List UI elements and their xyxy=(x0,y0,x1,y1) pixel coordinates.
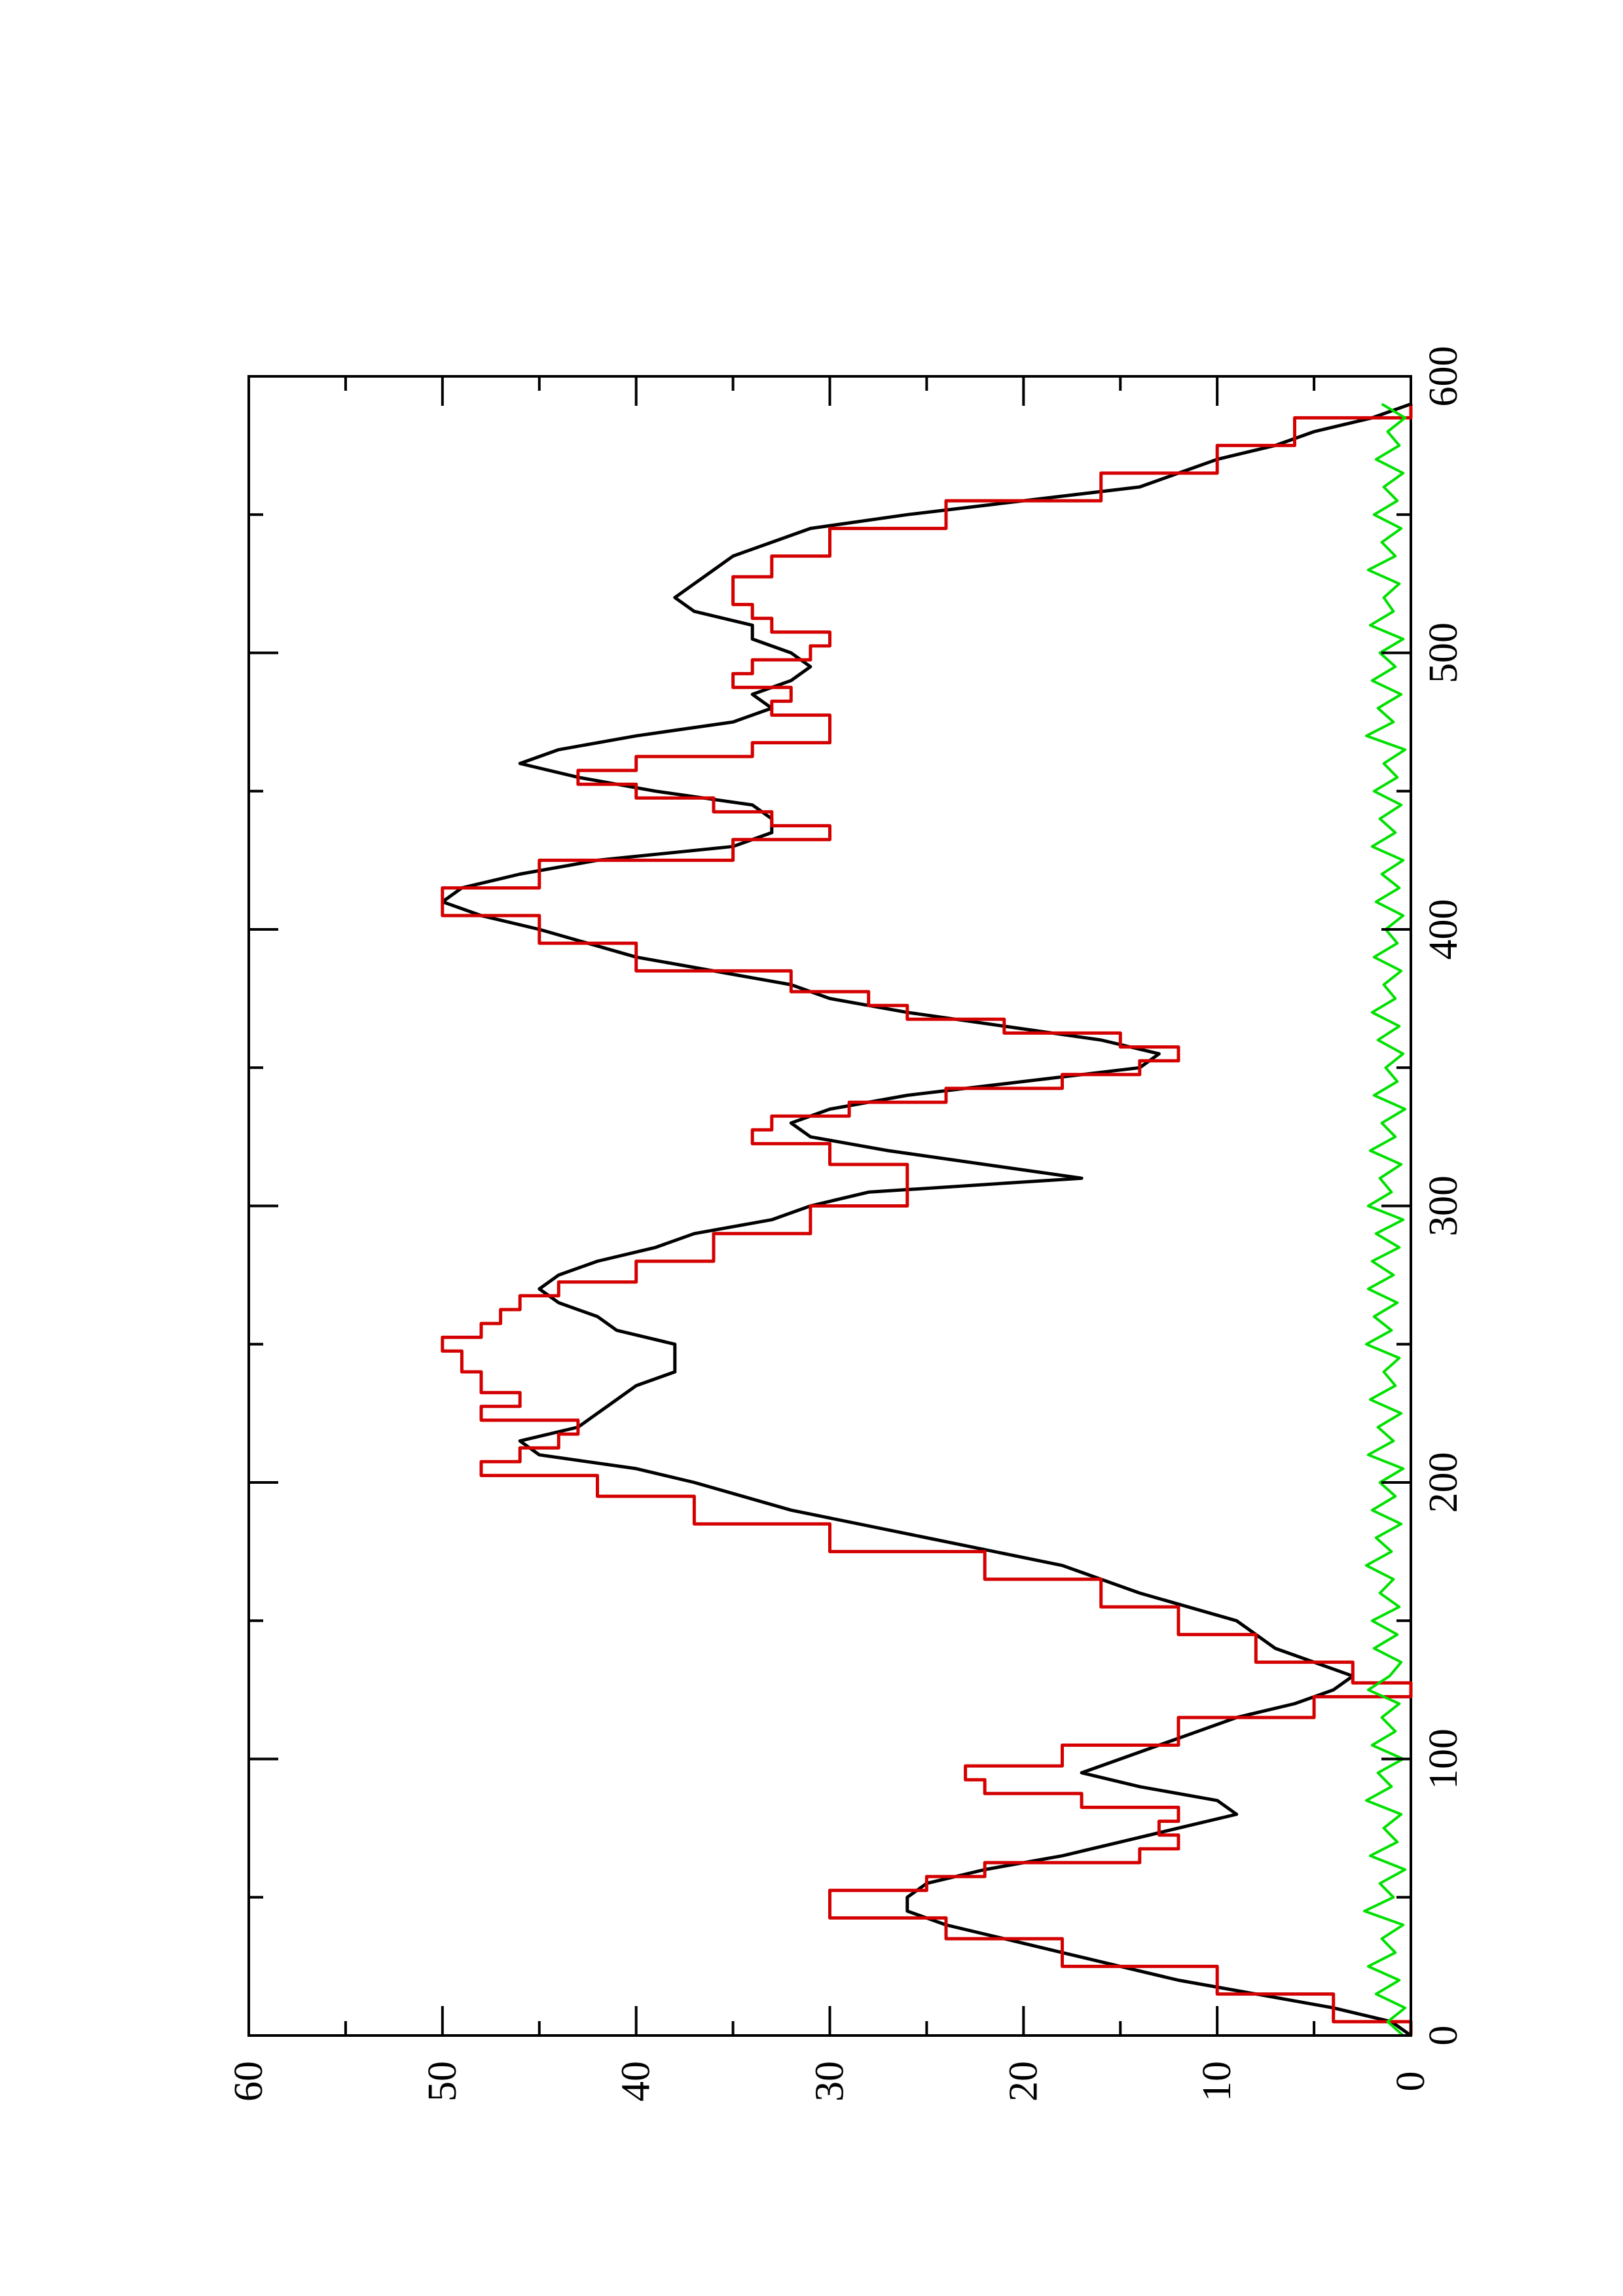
y-tick-label-40: 40 xyxy=(614,2061,659,2102)
x-tick-label-200: 200 xyxy=(1421,1452,1466,1513)
plot-area: 0 100 200 300 400 500 600 0 10 20 30 40 50 60 xyxy=(227,346,1466,2102)
x-tick-label-400: 400 xyxy=(1421,899,1466,960)
x-tick-label-300: 300 xyxy=(1421,1175,1466,1236)
label-layer: 0 100 200 300 400 500 600 0 10 20 30 40 50 60 xyxy=(227,346,1466,2102)
x-tick-label-0: 0 xyxy=(1421,2026,1466,2046)
y-tick-label-60: 60 xyxy=(227,2061,271,2102)
y-tick-label-0: 0 xyxy=(1389,2072,1433,2092)
series-line-3 xyxy=(1363,403,1407,2037)
x-tick-label-600: 600 xyxy=(1421,346,1466,407)
y-tick-label-30: 30 xyxy=(808,2061,852,2102)
series-layer xyxy=(441,402,1413,2037)
series-line-1 xyxy=(441,402,1412,2037)
x-tick-label-100: 100 xyxy=(1421,1729,1466,1789)
tick-layer xyxy=(247,375,1412,2037)
y-tick-label-50: 50 xyxy=(420,2061,465,2102)
x-tick-label-500: 500 xyxy=(1421,622,1466,683)
y-tick-label-10: 10 xyxy=(1195,2061,1239,2102)
series-line-2 xyxy=(441,404,1413,2036)
y-tick-label-20: 20 xyxy=(1001,2061,1046,2102)
